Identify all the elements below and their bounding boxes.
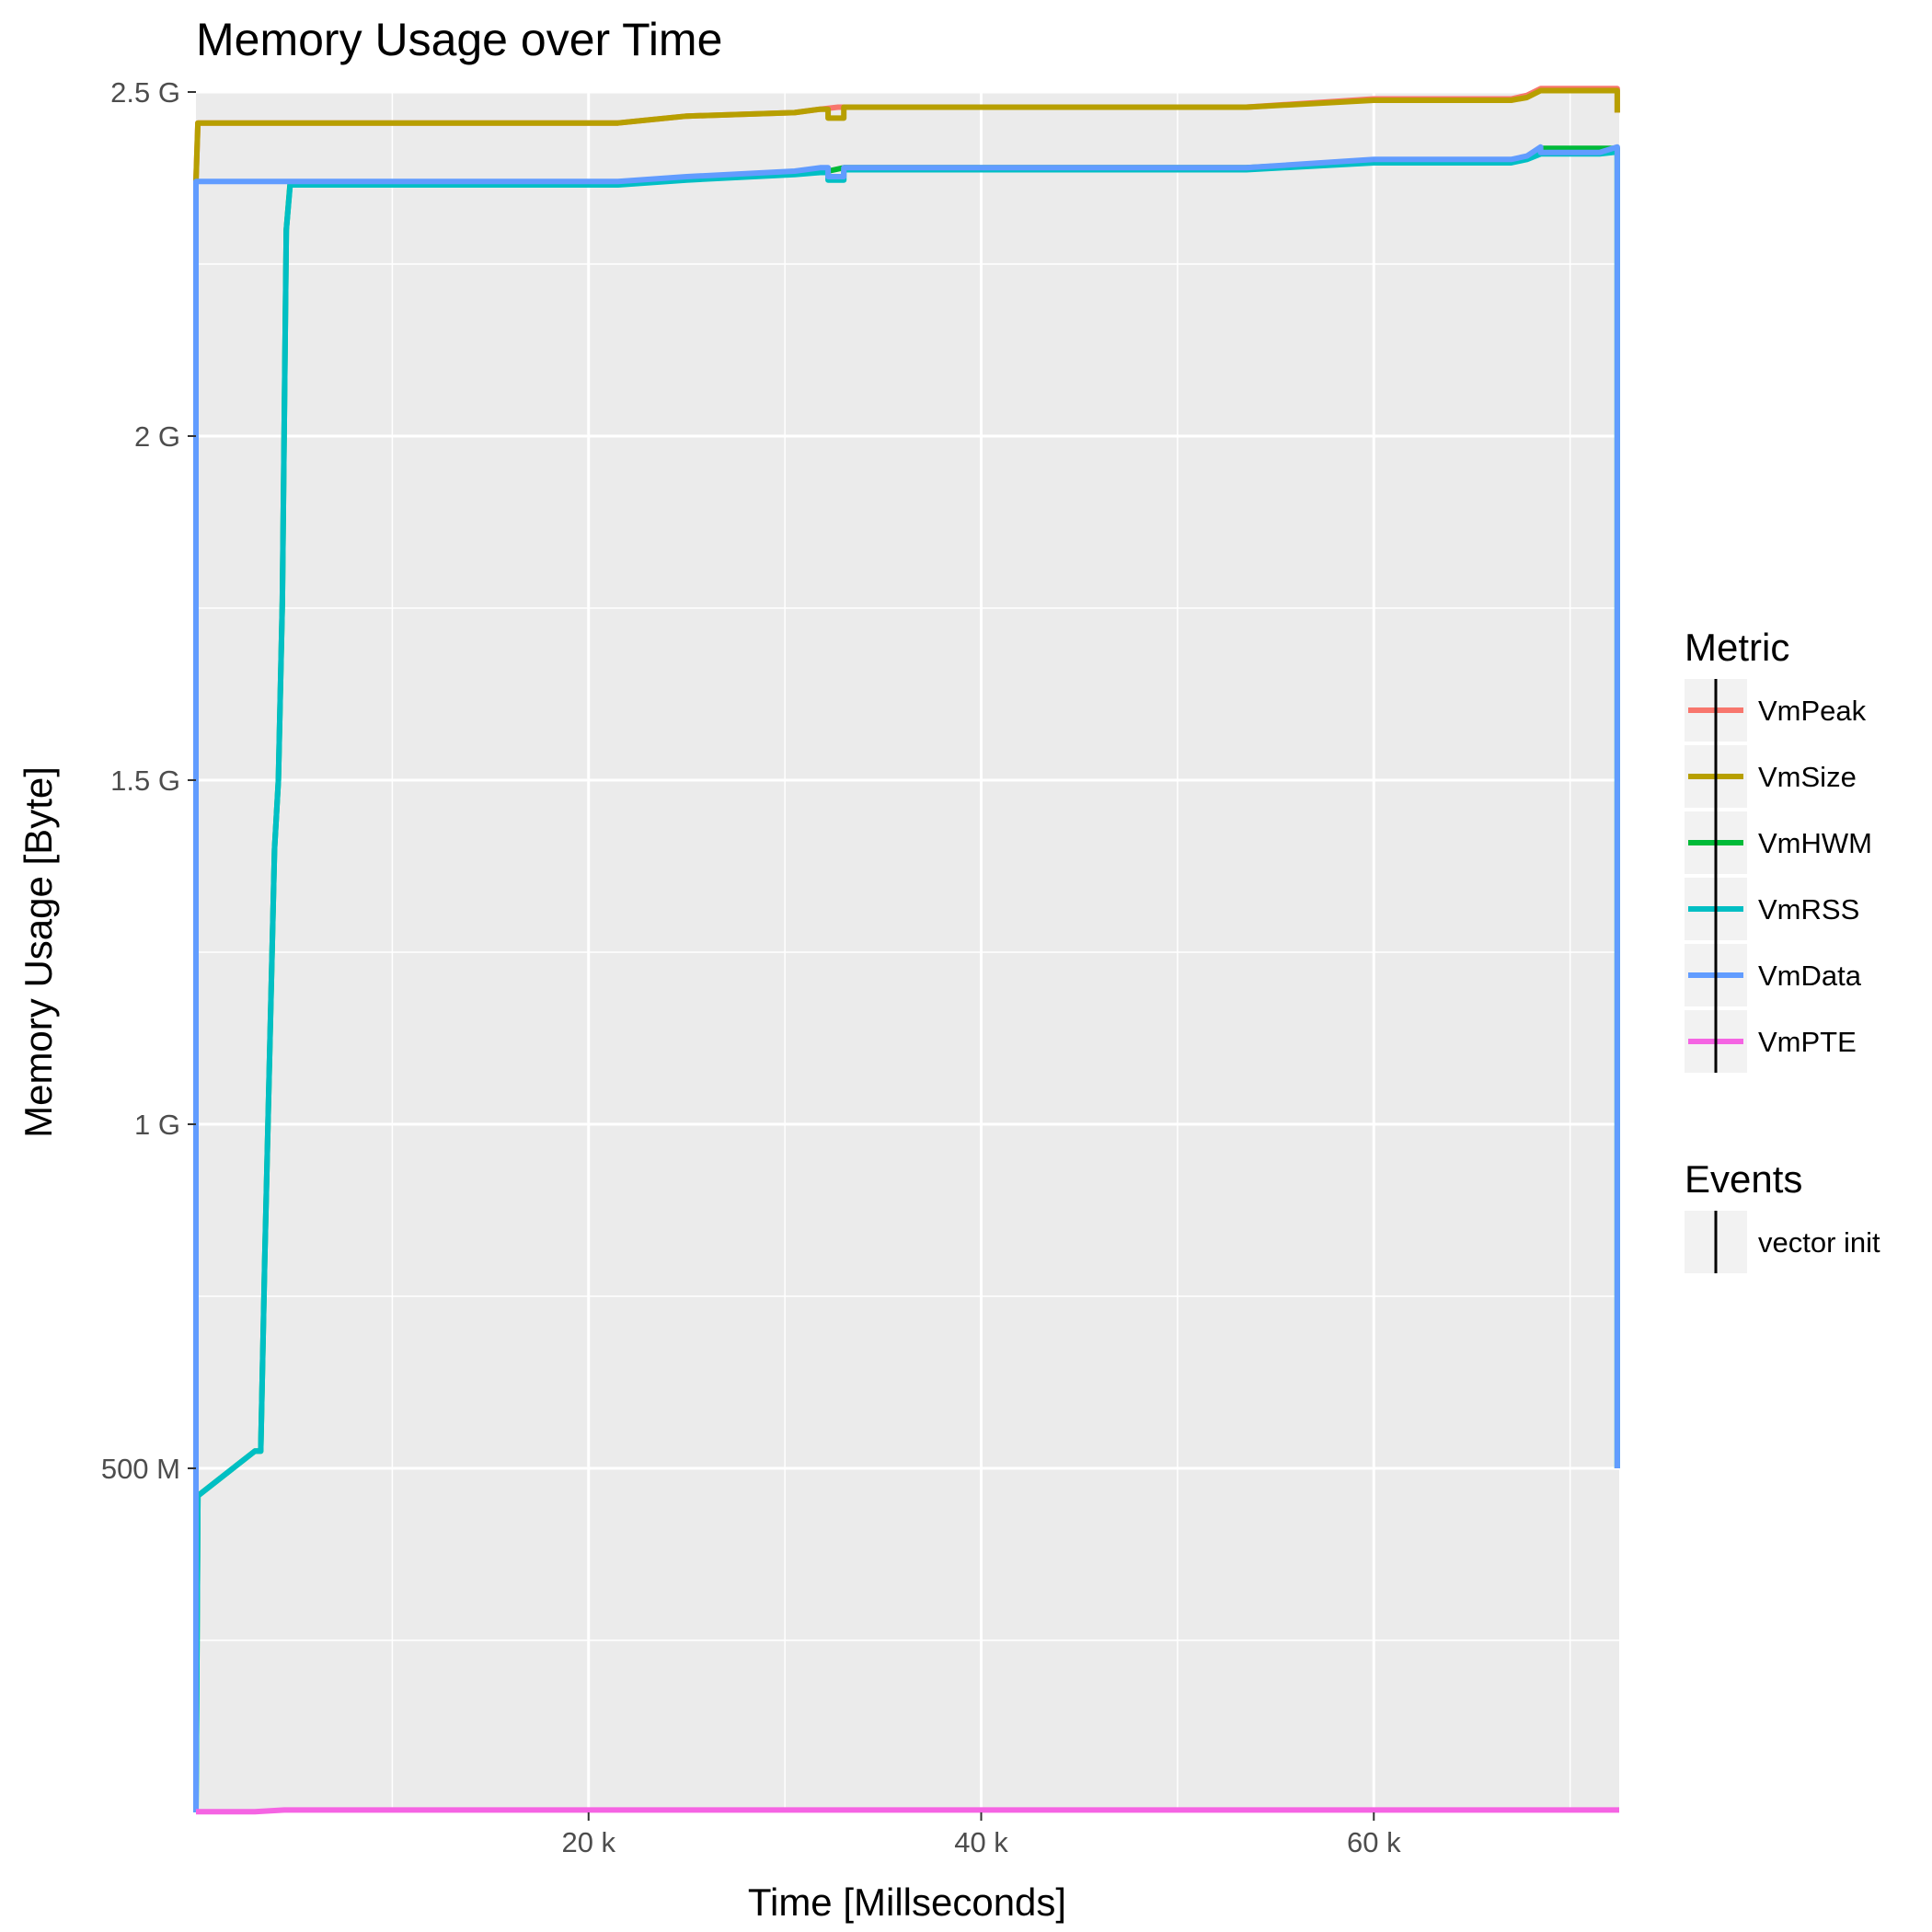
- x-axis-title: Time [Millseconds]: [748, 1880, 1066, 1924]
- legend-label-vmhwm: VmHWM: [1758, 827, 1872, 859]
- x-tick-label: 20 k: [561, 1826, 615, 1858]
- legend-metric-title: Metric: [1685, 626, 1789, 669]
- legend-event-label: vector init: [1758, 1226, 1880, 1259]
- major-gridlines: [196, 90, 1619, 1812]
- x-axis: 20 k 40 k 60 k: [561, 1812, 1401, 1858]
- series-layer: [193, 86, 1620, 1815]
- x-tick-label: 40 k: [954, 1826, 1008, 1858]
- y-tick-label: 2 G: [134, 420, 180, 453]
- y-tick-label: 500 M: [101, 1453, 180, 1485]
- series-line-vmrss: [193, 149, 1620, 1813]
- minor-gridlines: [196, 92, 1619, 1812]
- y-tick-label: 1.5 G: [110, 765, 180, 797]
- legend-label-vmrss: VmRSS: [1758, 893, 1859, 926]
- x-tick-label: 60 k: [1347, 1826, 1401, 1858]
- series-line-vmsize: [193, 87, 1620, 182]
- y-tick-label: 1 G: [134, 1109, 180, 1141]
- y-axis-title: Memory Usage [Byte]: [17, 766, 60, 1138]
- legend-events-title: Events: [1685, 1157, 1802, 1201]
- legend-label-vmpte: VmPTE: [1758, 1026, 1857, 1058]
- legend-label-vmdata: VmData: [1758, 960, 1862, 992]
- legend-label-vmpeak: VmPeak: [1758, 695, 1867, 727]
- y-tick-label: 2.5 G: [110, 76, 180, 109]
- y-axis: 500 M 1 G 1.5 G 2 G 2.5 G: [101, 76, 196, 1485]
- legend-events: Events vector init: [1685, 1157, 1880, 1273]
- legend-metric: Metric VmPeak VmSize VmHWM VmRSS VmData VmPTE: [1685, 626, 1872, 1073]
- chart-title: Memory Usage over Time: [196, 14, 722, 65]
- series-line-vmpte: [196, 1807, 1619, 1815]
- series-line-vmdata: [193, 144, 1620, 1812]
- legend-label-vmsize: VmSize: [1758, 761, 1857, 793]
